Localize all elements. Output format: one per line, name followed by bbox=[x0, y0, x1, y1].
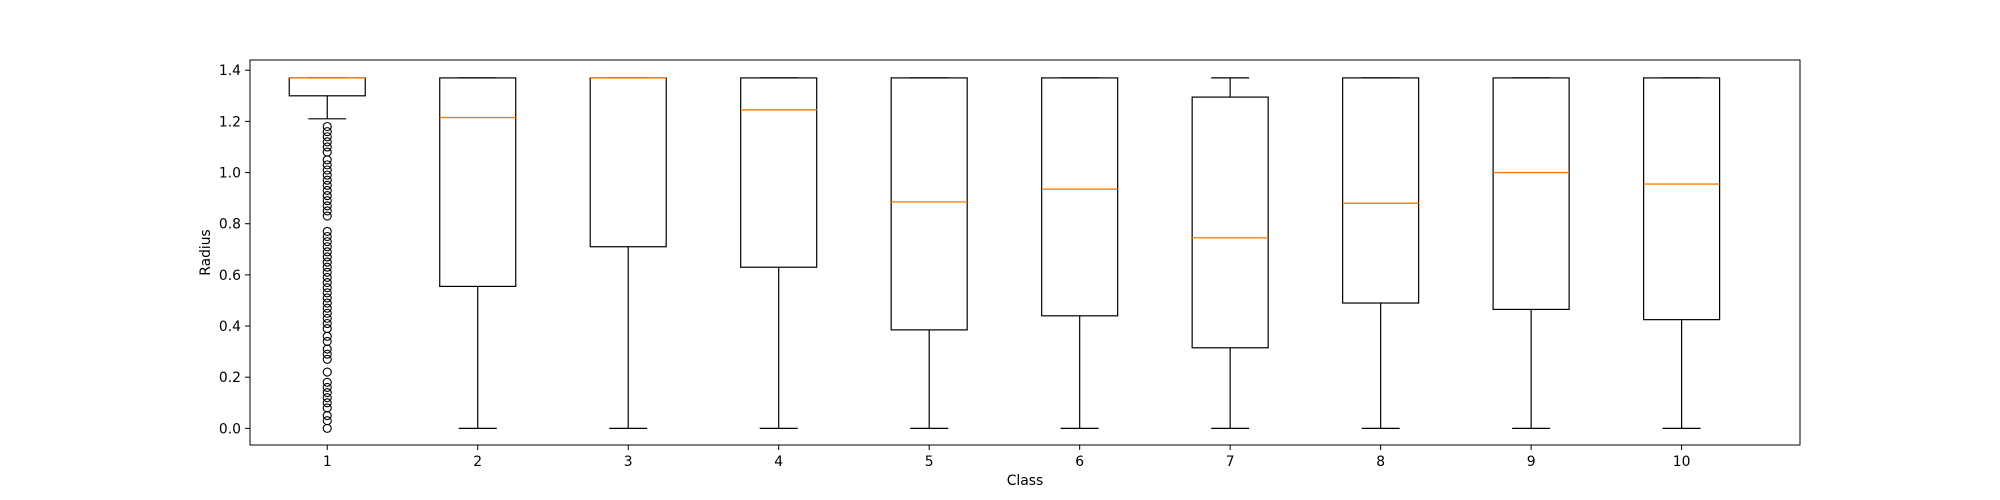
box-iqr bbox=[589, 77, 667, 248]
flier-point bbox=[322, 127, 332, 137]
box-iqr bbox=[439, 77, 517, 287]
flier-point bbox=[322, 257, 332, 267]
flier-point bbox=[322, 226, 332, 236]
flier-point bbox=[322, 211, 332, 221]
box-group-class-1 bbox=[288, 77, 366, 433]
flier-point bbox=[322, 308, 332, 318]
flier-point bbox=[322, 142, 332, 152]
flier-point bbox=[322, 170, 332, 180]
x-tick-label: 3 bbox=[624, 454, 633, 470]
flier-point bbox=[322, 293, 332, 303]
flier-point bbox=[322, 160, 332, 170]
x-tick-label: 10 bbox=[1673, 454, 1691, 470]
flier-point bbox=[322, 367, 332, 377]
flier-point bbox=[322, 180, 332, 190]
flier-point bbox=[322, 137, 332, 147]
plot-area bbox=[288, 77, 1721, 433]
flier-point bbox=[322, 411, 332, 421]
flier-point bbox=[322, 324, 332, 334]
x-tick-label: 9 bbox=[1527, 454, 1536, 470]
x-tick-label: 2 bbox=[473, 454, 482, 470]
box-group-class-6 bbox=[1041, 77, 1119, 429]
x-tick-label: 8 bbox=[1376, 454, 1385, 470]
flier-point bbox=[322, 303, 332, 313]
flier-point bbox=[322, 272, 332, 282]
box-group-class-7 bbox=[1191, 77, 1269, 429]
flier-point bbox=[322, 288, 332, 298]
flier-point bbox=[322, 349, 332, 359]
y-tick-label: 0.2 bbox=[219, 370, 241, 386]
box-iqr bbox=[288, 77, 366, 97]
x-axis: 1 2 3 4 5 6 7 8 9 10 bbox=[323, 445, 1691, 470]
flier-point bbox=[322, 283, 332, 293]
y-tick-label: 0.6 bbox=[219, 268, 241, 284]
box-group-class-2 bbox=[439, 77, 517, 429]
flier-point bbox=[322, 382, 332, 392]
flier-point bbox=[322, 313, 332, 323]
box-iqr bbox=[1492, 77, 1570, 311]
y-axis-label: Radius bbox=[198, 229, 214, 276]
flier-point bbox=[322, 262, 332, 272]
box-iqr bbox=[890, 77, 968, 331]
flier-point bbox=[322, 201, 332, 211]
flier-point bbox=[322, 196, 332, 206]
flier-point bbox=[322, 165, 332, 175]
flier-point bbox=[322, 155, 332, 165]
flier-point bbox=[322, 354, 332, 364]
flier-point bbox=[322, 231, 332, 242]
flier-point bbox=[322, 252, 332, 262]
flier-point bbox=[322, 267, 332, 277]
flier-point bbox=[322, 242, 332, 252]
axes-frame bbox=[249, 59, 1801, 446]
box-group-class-9 bbox=[1492, 77, 1570, 429]
flier-point bbox=[322, 237, 332, 247]
y-tick-label: 0.4 bbox=[219, 319, 241, 335]
flier-point bbox=[322, 423, 332, 433]
flier-point bbox=[322, 416, 332, 426]
flier-point bbox=[322, 344, 332, 354]
flier-point bbox=[322, 132, 332, 142]
y-tick-label: 1.2 bbox=[219, 114, 241, 130]
flier-point bbox=[322, 278, 332, 288]
flier-point bbox=[322, 388, 332, 398]
box-iqr bbox=[1041, 77, 1119, 317]
flier-point bbox=[322, 298, 332, 308]
flier-point bbox=[322, 377, 332, 387]
flier-point bbox=[322, 185, 332, 196]
flier-point bbox=[322, 393, 332, 403]
y-tick-label: 0.8 bbox=[219, 217, 241, 233]
y-tick-label: 0.0 bbox=[219, 421, 241, 437]
x-tick-label: 4 bbox=[774, 454, 783, 470]
x-tick-label: 6 bbox=[1075, 454, 1084, 470]
box-group-class-10 bbox=[1643, 77, 1721, 429]
box-group-class-3 bbox=[589, 77, 667, 429]
box-group-class-5 bbox=[890, 77, 968, 429]
x-tick-label: 7 bbox=[1226, 454, 1235, 470]
flier-point bbox=[322, 206, 332, 216]
flier-point bbox=[322, 398, 332, 408]
flier-point bbox=[322, 331, 332, 341]
box-iqr bbox=[1643, 77, 1721, 321]
x-tick-label: 5 bbox=[925, 454, 934, 470]
y-axis: 0.0 0.2 0.4 0.6 0.8 1.0 1.2 1.4 bbox=[219, 63, 250, 437]
flier-point bbox=[322, 318, 332, 329]
box-group-class-4 bbox=[740, 77, 818, 429]
box-iqr bbox=[740, 77, 818, 268]
box-iqr bbox=[1191, 96, 1269, 349]
flier-point bbox=[322, 403, 332, 413]
flier-point bbox=[322, 191, 332, 201]
x-tick-label: 1 bbox=[323, 454, 332, 470]
flier-point bbox=[322, 336, 332, 346]
flier-point bbox=[322, 175, 332, 185]
flier-point bbox=[322, 121, 332, 132]
box-group-class-8 bbox=[1342, 77, 1420, 429]
flier-point bbox=[322, 247, 332, 257]
y-tick-label: 1.0 bbox=[219, 166, 241, 182]
flier-point bbox=[322, 147, 332, 157]
x-axis-label: Class bbox=[1007, 473, 1044, 489]
y-tick-label: 1.4 bbox=[219, 63, 241, 79]
box-iqr bbox=[1342, 77, 1420, 304]
